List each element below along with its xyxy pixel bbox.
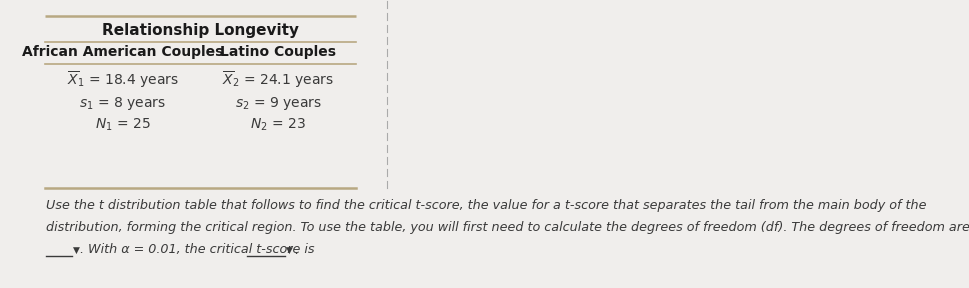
Text: Use the t distribution table that follows to find the critical t-score, the valu: Use the t distribution table that follow… <box>47 200 927 213</box>
Text: Latino Couples: Latino Couples <box>220 45 336 59</box>
Text: $\overline{X}_1$ = 18.4 years: $\overline{X}_1$ = 18.4 years <box>67 70 178 90</box>
Text: ▼: ▼ <box>286 245 293 255</box>
Text: . With α = 0.01, the critical t-score is: . With α = 0.01, the critical t-score is <box>80 243 315 257</box>
Text: ▼: ▼ <box>73 245 79 255</box>
Text: $N_1$ = 25: $N_1$ = 25 <box>95 117 150 133</box>
Text: .: . <box>295 243 298 257</box>
Text: distribution, forming the critical region. To use the table, you will first need: distribution, forming the critical regio… <box>47 221 969 234</box>
Text: $s_2$ = 9 years: $s_2$ = 9 years <box>234 94 322 111</box>
Text: $\overline{X}_2$ = 24.1 years: $\overline{X}_2$ = 24.1 years <box>222 70 334 90</box>
Text: Relationship Longevity: Relationship Longevity <box>102 22 298 37</box>
Text: African American Couples: African American Couples <box>22 45 223 59</box>
Text: $s_1$ = 8 years: $s_1$ = 8 years <box>79 94 166 111</box>
Text: $N_2$ = 23: $N_2$ = 23 <box>250 117 306 133</box>
